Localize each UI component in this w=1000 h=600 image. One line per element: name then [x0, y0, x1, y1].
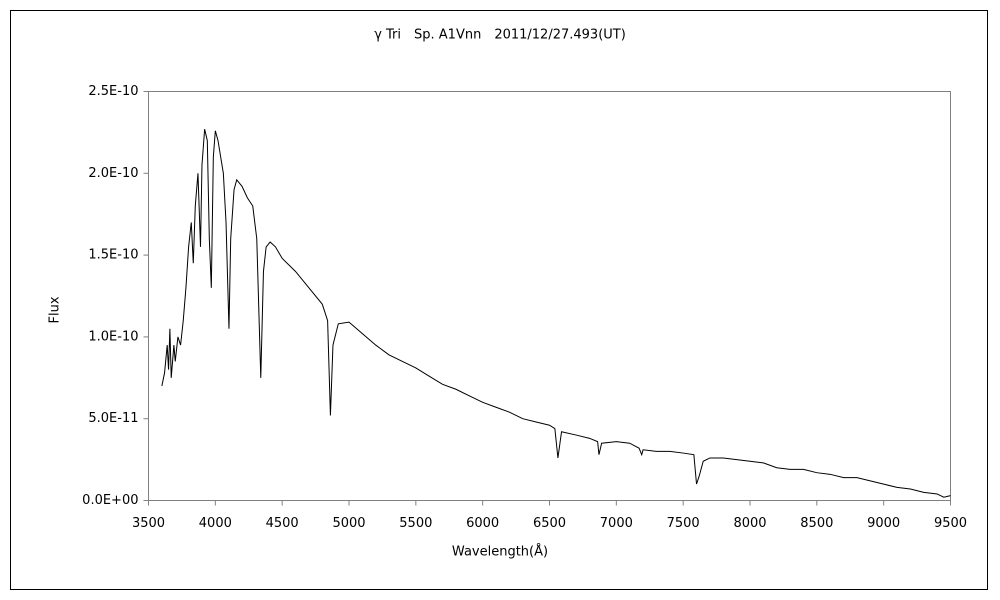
y-axis-label: Flux: [48, 296, 63, 323]
x-tick-label: 9500: [934, 516, 967, 531]
x-axis-label: Wavelength(Å): [452, 544, 548, 560]
y-tick-label: 5.0E-11: [88, 411, 138, 426]
x-tick-label: 4500: [266, 516, 299, 531]
x-tick-label: 5000: [332, 516, 365, 531]
y-tick-label: 2.0E-10: [88, 166, 138, 181]
spectrum-line: [161, 129, 951, 498]
y-tick-label: 2.5E-10: [88, 84, 138, 99]
plot-area: [148, 91, 951, 501]
y-tick-label: 1.5E-10: [88, 248, 138, 263]
x-tick-label: 6500: [533, 516, 566, 531]
x-tick-label: 4000: [199, 516, 232, 531]
y-tick-label: 1.0E-10: [88, 329, 138, 344]
x-tick-label: 9000: [867, 516, 900, 531]
x-tick-label: 7000: [600, 516, 633, 531]
chart-title: γ Tri Sp. A1Vnn 2011/12/27.493(UT): [374, 28, 626, 43]
x-tick-label: 5500: [399, 516, 432, 531]
x-tick-label: 6000: [466, 516, 499, 531]
y-tick-label: 0.0E+00: [82, 493, 138, 508]
x-tick-label: 3500: [132, 516, 165, 531]
x-tick-label: 8000: [733, 516, 766, 531]
x-tick-label: 7500: [667, 516, 700, 531]
x-tick-label: 8500: [800, 516, 833, 531]
